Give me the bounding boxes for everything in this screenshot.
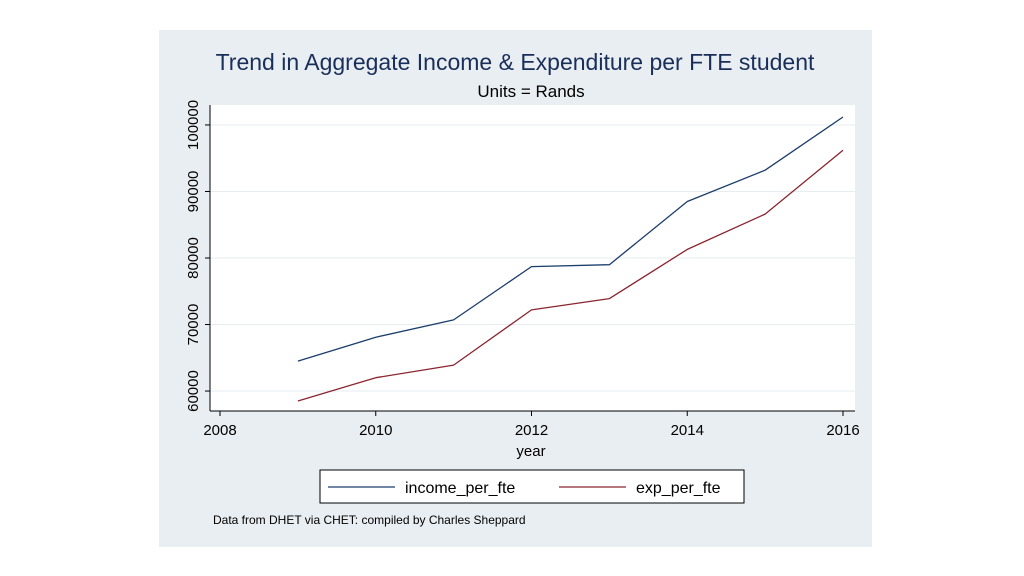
x-tick-label: 2012 [515, 422, 548, 439]
source-note: Data from DHET via CHET: compiled by Cha… [213, 513, 526, 527]
series-lines [297, 116, 844, 402]
series-line-exp_per_fte [297, 149, 844, 402]
x-tick-label: 2008 [203, 422, 236, 439]
y-tick-label: 80000 [185, 237, 202, 279]
x-tick-label: 2016 [826, 422, 859, 439]
legend: income_per_fte exp_per_fte [319, 469, 745, 504]
x-axis-label: year [516, 443, 545, 460]
axes [205, 105, 855, 416]
chart-subtitle: Units = Rands [477, 82, 584, 101]
y-tick-label: 100000 [185, 100, 202, 150]
grid-lines [210, 124, 855, 392]
legend-label-income: income_per_fte [405, 480, 515, 497]
x-tick-label: 2014 [671, 422, 704, 439]
line-chart: Trend in Aggregate Income & Expenditure … [185, 49, 860, 527]
series-line-income_per_fte [297, 116, 844, 362]
chart-panel: Trend in Aggregate Income & Expenditure … [159, 30, 872, 547]
y-tick-label: 60000 [185, 370, 202, 412]
x-tick-label: 2010 [359, 422, 392, 439]
tick-labels: 60000 70000 80000 90000 100000 2008 2010 2012 20… [185, 100, 860, 439]
chart-title: Trend in Aggregate Income & Expenditure … [216, 49, 815, 75]
y-tick-label: 90000 [185, 171, 202, 213]
legend-label-exp: exp_per_fte [636, 480, 721, 497]
y-tick-label: 70000 [185, 304, 202, 346]
